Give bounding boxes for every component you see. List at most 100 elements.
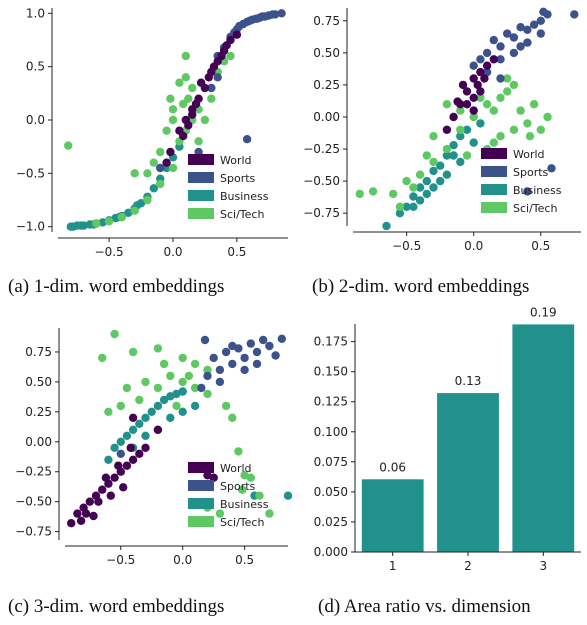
x-tick-label: 0.5 — [531, 239, 550, 253]
scatter-point — [106, 491, 116, 500]
scatter-point — [422, 151, 431, 160]
scatter-point — [159, 359, 169, 369]
y-tick-label: 0.50 — [25, 375, 52, 389]
scatter-point — [402, 202, 411, 211]
scatter-point — [200, 335, 210, 345]
scatter-point — [482, 100, 492, 109]
scatter-point — [110, 443, 119, 452]
scatter-point — [221, 401, 231, 411]
scatter-point — [283, 491, 293, 500]
chart-panel-d: 0.06 1 0.13 2 0.19 3 0.000 0.025 0.050 0.075 0.100… — [314, 305, 581, 573]
scatter-point — [242, 135, 252, 144]
y-tick-label: 0.25 — [25, 405, 52, 419]
scatter-point — [536, 125, 545, 134]
scatter-point — [153, 383, 163, 393]
scatter-point — [547, 164, 556, 173]
scatter-point — [529, 100, 539, 109]
y-tick-label: 0.75 — [25, 345, 52, 359]
scatter-point — [503, 87, 512, 96]
scatter-point — [489, 55, 498, 64]
scatter-point — [259, 335, 268, 345]
scatter-point — [215, 509, 225, 518]
scatter-point — [209, 353, 218, 363]
scatter-point — [119, 483, 128, 492]
scatter-point — [110, 473, 119, 482]
chart-panel-a: −1.0 −0.5 0.0 0.5 1.0 −0.5 0.0 0.5 World Sports Bu… — [16, 6, 288, 259]
caption-a: (a) 1-dim. word embeddings — [8, 276, 225, 297]
scatter-point — [442, 170, 452, 179]
scatter-point — [489, 35, 498, 45]
scatter-point — [209, 62, 219, 71]
legend-swatch-business — [481, 184, 507, 195]
scatter-point — [135, 419, 144, 428]
scatter-point — [409, 183, 418, 192]
scatter-point — [168, 105, 178, 114]
scatter-point — [415, 196, 425, 205]
scatter-point — [196, 78, 206, 87]
scatter-point — [190, 359, 200, 369]
scatter-point — [462, 100, 472, 109]
y-tick-label: −0.5 — [16, 166, 45, 180]
scatter-point — [429, 183, 438, 192]
y-tick-label: −0.25 — [303, 142, 340, 156]
scatter-point — [172, 401, 181, 411]
scatter-point — [222, 41, 231, 50]
legend: World Sports Business Sci/Tech — [188, 154, 269, 221]
scatter-point — [469, 138, 478, 147]
y-tick-label: 0.175 — [314, 335, 348, 349]
scatter-point — [228, 341, 237, 351]
scatter-point — [98, 485, 107, 494]
y-tick-label: 0.50 — [313, 46, 340, 60]
series-world — [162, 30, 242, 167]
legend-label-sci-tech: Sci/Tech — [220, 208, 264, 221]
scatter-point — [238, 485, 247, 494]
legend-swatch-world — [188, 462, 214, 473]
y-tick-label: 1.0 — [26, 6, 45, 20]
scatter-point — [516, 106, 525, 115]
scatter-point — [476, 87, 485, 96]
legend-swatch-business — [188, 498, 214, 509]
scatter-point — [188, 110, 197, 119]
scatter-point — [482, 61, 492, 70]
scatter-point — [156, 147, 165, 157]
scatter-point — [130, 206, 139, 215]
series-sports — [469, 7, 579, 196]
scatter-point — [449, 112, 458, 122]
scatter-point — [536, 16, 545, 25]
scatter-point — [389, 189, 398, 199]
scatter-point — [204, 73, 213, 82]
legend-label-sports: Sports — [513, 166, 549, 179]
scatter-point — [232, 30, 242, 39]
x-tick-label: 0.0 — [173, 553, 192, 567]
scatter-point — [89, 511, 98, 521]
scatter-point — [409, 192, 418, 201]
x-tick-label: 1 — [389, 559, 397, 573]
legend-label-world: World — [513, 148, 545, 161]
x-tick-label: 0.0 — [163, 245, 182, 259]
scatter-point — [456, 157, 465, 167]
scatter-point — [543, 112, 552, 122]
scatter-point — [179, 131, 188, 141]
y-tick-label: 0.100 — [314, 425, 348, 439]
caption-d: (d) Area ratio vs. dimension — [318, 596, 531, 617]
bar-value-label: 0.13 — [455, 374, 482, 388]
legend-label-sci-tech: Sci/Tech — [513, 202, 557, 215]
scatter-point — [128, 455, 138, 464]
y-tick-label: −0.75 — [15, 525, 52, 539]
scatter-point — [415, 183, 425, 192]
scatter-point — [469, 93, 478, 103]
scatter-point — [496, 74, 505, 83]
scatter-point — [265, 509, 274, 518]
legend-swatch-sports — [481, 166, 507, 177]
scatter-point — [175, 78, 184, 87]
series-world — [442, 55, 498, 134]
legend-label-business: Business — [513, 184, 562, 197]
scatter-point — [442, 144, 452, 154]
scatter-point — [271, 351, 280, 360]
scatter-point — [143, 169, 152, 178]
scatter-point — [509, 80, 519, 90]
legend: World Sports Business Sci/Tech — [481, 148, 562, 215]
scatter-point — [480, 74, 489, 83]
legend-label-business: Business — [220, 190, 269, 203]
scatter-point — [128, 413, 138, 422]
